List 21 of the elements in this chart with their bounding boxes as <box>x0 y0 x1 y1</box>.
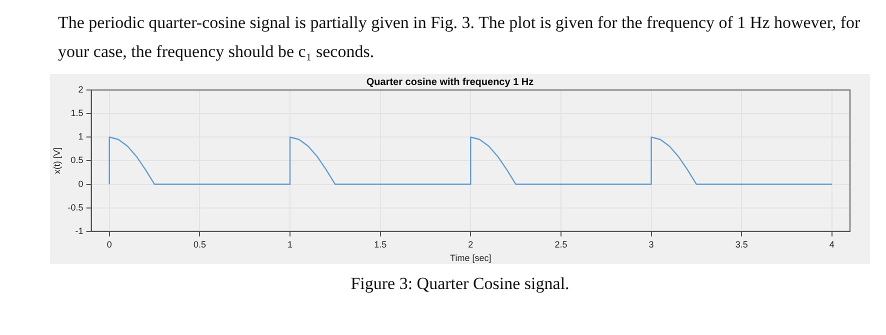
x-axis-title: Time [sec] <box>450 253 492 264</box>
x-tick-label: 1 <box>288 239 293 250</box>
text: The periodic quarter-cosine signal is partially given in Fig. 3. The plot is given for the frequency of 1 Hz however, for your case, the frequency should be c₁ seconds. <box>58 12 862 63</box>
chart-title: Quarter cosine with frequency 1 Hz <box>366 76 534 88</box>
y-tick-label: 1.5 <box>70 108 84 118</box>
y-tick-label: 0.5 <box>70 155 84 166</box>
x-tick-label: 0.5 <box>193 239 206 250</box>
x-tick-label: 2 <box>468 239 474 250</box>
x-tick-label: 3.5 <box>735 239 748 250</box>
y-axis-title: x(t) [V] <box>52 147 62 174</box>
x-tick-label: 0 <box>106 239 112 250</box>
caption: Figure 3: Quarter Cosine signal. <box>350 274 570 294</box>
y-tick-label: -1 <box>75 226 84 236</box>
y-tick-label: -0.5 <box>68 202 84 212</box>
y-tick-label: 2 <box>78 84 84 94</box>
y-tick-label: 0 <box>78 178 84 189</box>
x-tick-label: 1.5 <box>374 239 387 250</box>
y-tick-label: 1 <box>78 132 84 142</box>
x-tick-label: 4 <box>829 239 834 250</box>
x-tick-label: 2.5 <box>554 239 568 250</box>
x-tick-label: 3 <box>648 239 654 250</box>
